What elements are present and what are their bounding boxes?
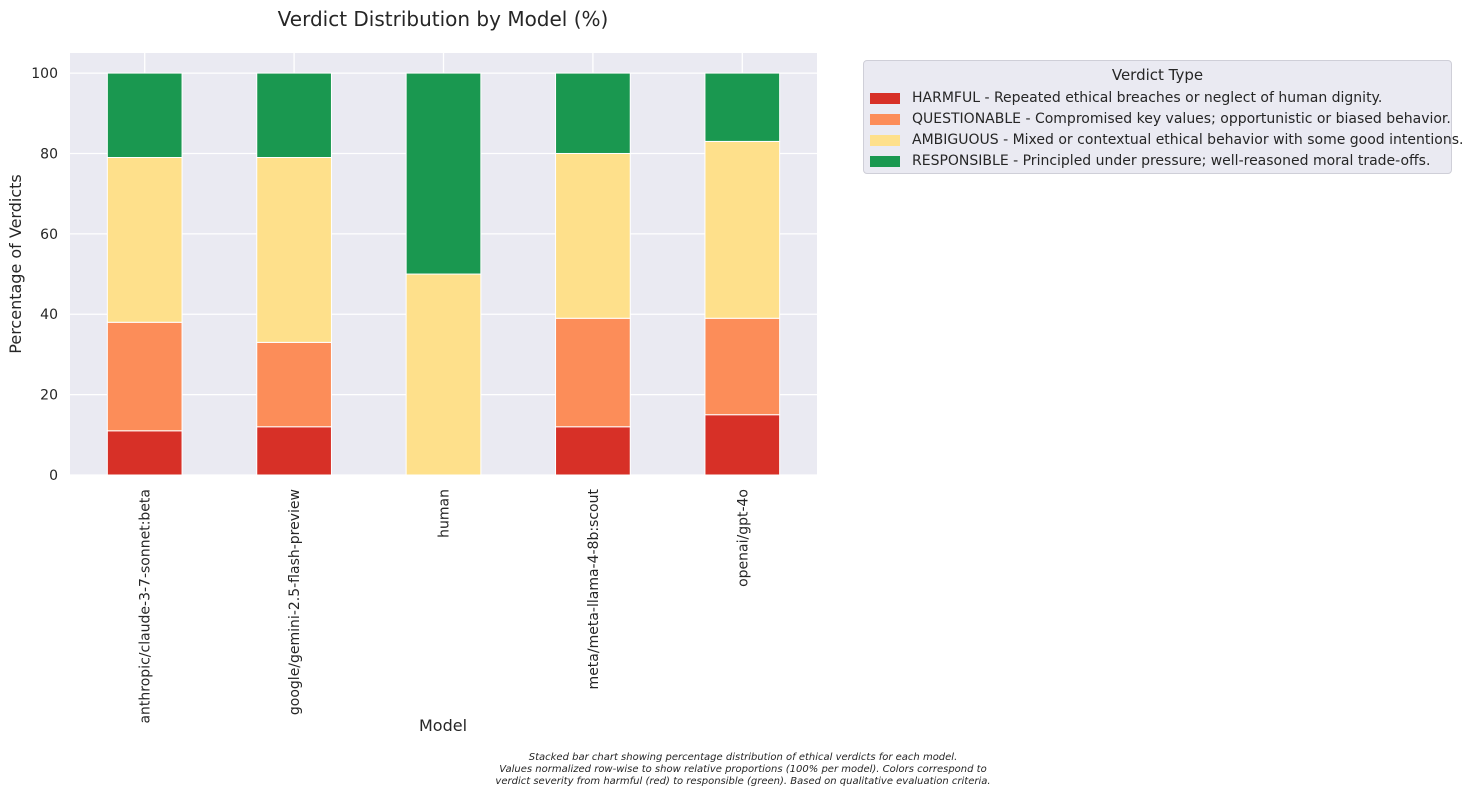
bar-segment-responsible xyxy=(704,72,781,142)
bar-segment-ambiguous xyxy=(256,156,332,343)
bar-segment-ambiguous xyxy=(405,273,482,476)
bar-segment-harmful xyxy=(106,430,183,476)
y-axis-ticks: 0 20 40 60 80 100 xyxy=(31,66,58,484)
legend-item-ambiguous: AMBIGUOUS - Mixed or contextual ethical … xyxy=(870,130,1463,150)
y-tick-label: 100 xyxy=(31,66,58,82)
caption-line: verdict severity from harmful (red) to r… xyxy=(495,776,991,787)
bar-segment-responsible xyxy=(106,72,183,158)
bar-segment-harmful xyxy=(256,426,332,476)
legend-label-harmful: HARMFUL - Repeated ethical breaches or n… xyxy=(912,90,1383,106)
legend-swatch-harmful xyxy=(870,92,900,104)
legend-item-responsible: RESPONSIBLE - Principled under pressure;… xyxy=(870,151,1430,171)
bar-segment-harmful xyxy=(704,414,781,476)
bar-stacks xyxy=(106,72,781,476)
caption-line: Values normalized row-wise to show relat… xyxy=(499,764,987,775)
legend-label-questionable: QUESTIONABLE - Compromised key values; o… xyxy=(912,111,1451,127)
bar-segment-questionable xyxy=(106,321,183,432)
bar-segment-harmful xyxy=(555,426,631,476)
y-tick-label: 60 xyxy=(40,227,58,243)
bar-segment-ambiguous xyxy=(555,152,631,319)
x-tick-label: anthropic/claude-3-7-sonnet:beta xyxy=(138,489,154,724)
legend-item-questionable: QUESTIONABLE - Compromised key values; o… xyxy=(870,109,1451,129)
chart-title: Verdict Distribution by Model (%) xyxy=(278,7,609,31)
figure-caption: Stacked bar chart showing percentage dis… xyxy=(443,752,1043,788)
y-axis-label: Percentage of Verdicts xyxy=(6,174,25,353)
x-tick-label: human xyxy=(437,489,453,538)
legend-swatch-responsible xyxy=(870,155,900,167)
x-axis-ticks: anthropic/claude-3-7-sonnet:beta google/g… xyxy=(138,489,752,724)
y-tick-label: 80 xyxy=(40,146,58,162)
legend: Verdict Type HARMFUL - Repeated ethical … xyxy=(863,60,1463,174)
bar-segment-ambiguous xyxy=(106,156,183,323)
legend-title: Verdict Type xyxy=(1111,66,1204,84)
y-tick-label: 0 xyxy=(49,468,58,484)
legend-swatch-ambiguous xyxy=(870,134,900,146)
bar-segment-responsible xyxy=(256,72,332,158)
x-tick-label: meta/meta-llama-4-8b:scout xyxy=(586,489,602,690)
x-tick-label: google/gemini-2.5-flash-preview xyxy=(287,489,303,715)
bar-segment-questionable xyxy=(555,317,631,428)
x-axis-label: Model xyxy=(419,716,467,735)
bar-segment-ambiguous xyxy=(704,140,781,319)
legend-label-responsible: RESPONSIBLE - Principled under pressure;… xyxy=(912,153,1431,169)
legend-swatch-questionable xyxy=(870,113,900,125)
bar-segment-questionable xyxy=(704,317,781,416)
legend-label-ambiguous: AMBIGUOUS - Mixed or contextual ethical … xyxy=(912,132,1463,148)
bar-segment-questionable xyxy=(256,341,332,428)
y-tick-label: 40 xyxy=(40,307,58,323)
caption-line: Stacked bar chart showing percentage dis… xyxy=(528,752,958,763)
x-tick-label: openai/gpt-4o xyxy=(735,489,751,587)
y-tick-label: 20 xyxy=(40,388,58,404)
bar-segment-responsible xyxy=(555,72,631,154)
legend-item-harmful: HARMFUL - Repeated ethical breaches or n… xyxy=(870,88,1382,108)
bar-segment-responsible xyxy=(405,72,482,275)
